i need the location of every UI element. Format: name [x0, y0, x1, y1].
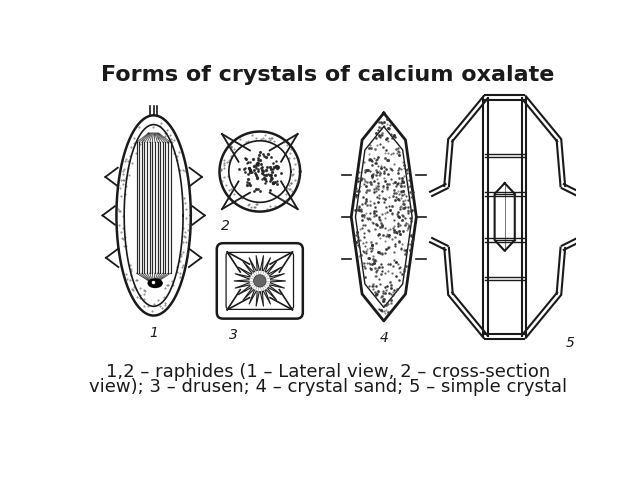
Text: 5: 5 — [566, 336, 575, 350]
Text: view); 3 – drusen; 4 – crystal sand; 5 – simple crystal: view); 3 – drusen; 4 – crystal sand; 5 –… — [89, 378, 567, 396]
Text: 1: 1 — [149, 326, 158, 340]
Text: 3: 3 — [229, 328, 238, 342]
Ellipse shape — [253, 275, 266, 287]
Text: 4: 4 — [380, 331, 388, 345]
Text: 2: 2 — [221, 219, 230, 233]
Ellipse shape — [148, 279, 162, 288]
Text: 1,2 – raphides (1 – Lateral view, 2 – cross-section: 1,2 – raphides (1 – Lateral view, 2 – cr… — [106, 363, 550, 381]
Text: Forms of crystals of calcium oxalate: Forms of crystals of calcium oxalate — [101, 64, 555, 84]
